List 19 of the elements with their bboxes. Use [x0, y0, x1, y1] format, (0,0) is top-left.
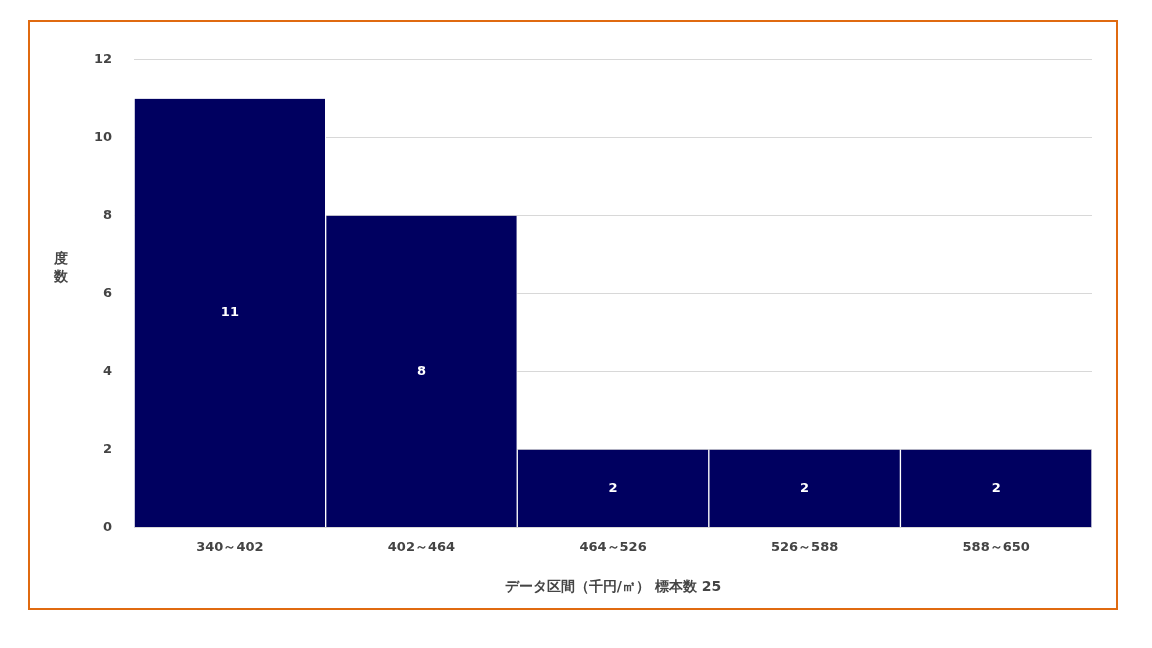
y-tick-label: 2 [103, 441, 113, 457]
data-label: 2 [800, 479, 810, 495]
data-label: 2 [608, 479, 618, 495]
x-tick-label: 588～650 [962, 538, 1030, 554]
y-tick-label: 10 [94, 129, 113, 145]
y-tick-label: 12 [94, 51, 113, 67]
x-tick-label: 340～402 [196, 538, 264, 554]
y-tick-label: 0 [103, 518, 113, 534]
y-tick-label: 4 [103, 363, 113, 379]
data-label: 11 [220, 304, 239, 320]
x-axis-title: データ区間（千円/㎡） 標本数 25 [504, 578, 722, 595]
y-tick-label: 8 [103, 207, 113, 223]
x-tick-label: 526～588 [770, 538, 839, 554]
data-label: 8 [416, 362, 426, 378]
x-tick-label: 402～464 [387, 538, 456, 554]
x-tick-label: 464～526 [579, 538, 647, 554]
y-tick-label: 6 [103, 285, 113, 301]
y-axis-title: 度数 [54, 250, 69, 286]
data-label: 2 [991, 479, 1001, 495]
